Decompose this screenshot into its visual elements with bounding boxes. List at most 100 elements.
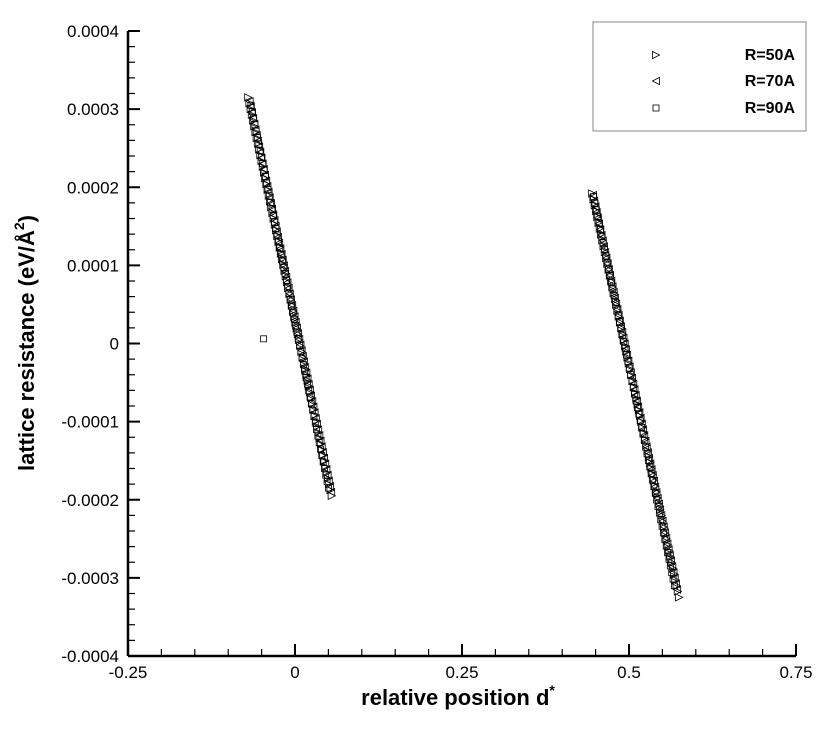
data-point-r-50a	[646, 458, 655, 468]
data-point-r-70a	[627, 373, 636, 383]
data-point-r-90a	[639, 430, 647, 438]
data-point-r-90a	[606, 272, 614, 280]
data-point-r-70a	[299, 357, 308, 366]
data-point-r-90a	[636, 417, 644, 425]
legend-label-r50: R=50A	[745, 47, 796, 64]
y-tick-label: 0.0003	[67, 100, 119, 119]
data-point-r-90a	[644, 456, 652, 464]
data-point-r-90a	[640, 437, 648, 445]
data-point-r-90a	[319, 458, 327, 466]
data-point-r-70a	[614, 310, 623, 320]
data-point-r-50a	[620, 341, 630, 350]
data-point-r-70a	[263, 187, 273, 197]
data-point-r-90a	[643, 450, 651, 458]
legend: R=50A R=70A R=90A	[592, 21, 807, 132]
data-point-r-90a	[311, 419, 319, 427]
data-point-r-70a	[636, 413, 645, 423]
data-point-r-90a	[296, 341, 303, 349]
data-point-r-70a	[285, 289, 294, 299]
x-axis-title-text: relative position d	[361, 685, 549, 710]
data-point-r-50a	[594, 218, 604, 228]
data-point-r-70a	[304, 380, 313, 389]
data-point-r-70a	[310, 408, 319, 417]
data-point-r-90a	[252, 127, 260, 135]
data-point-r-70a	[649, 476, 658, 486]
data-point-r-90a	[608, 278, 615, 286]
data-point-r-70a	[245, 97, 254, 106]
data-point-r-70a	[280, 266, 290, 276]
data-point-r-50a	[259, 168, 269, 177]
data-point-r-70a	[275, 244, 285, 253]
data-point-r-70a	[314, 431, 324, 440]
x-tick-label: 0.25	[445, 663, 478, 682]
data-point-r-90a	[631, 391, 639, 398]
data-point-r-90a	[646, 463, 654, 471]
data-point-r-50a	[249, 116, 258, 125]
data-point-r-70a	[254, 142, 264, 151]
data-point-r-90a	[657, 516, 665, 524]
data-point-r-50a	[593, 212, 602, 222]
legend-marker-r-50a	[652, 50, 661, 60]
data-point-r-90a	[602, 252, 610, 260]
data-point-r-90a	[279, 257, 286, 265]
data-point-r-90a	[597, 226, 604, 233]
data-point-r-50a	[274, 237, 283, 247]
y-tick-label: -0.0004	[61, 647, 119, 666]
data-point-r-70a	[286, 295, 295, 304]
data-point-r-70a	[317, 442, 326, 451]
data-point-r-90a	[275, 238, 282, 245]
legend-marker-r-90a	[652, 104, 660, 112]
data-point-r-50a	[673, 587, 683, 596]
y-tick-label: -0.0002	[61, 491, 119, 510]
data-point-r-90a	[306, 393, 314, 401]
data-point-r-70a	[592, 207, 601, 217]
data-point-r-90a	[625, 364, 633, 372]
data-point-r-50a	[662, 534, 672, 544]
data-point-r-90a	[671, 582, 678, 590]
data-point-r-70a	[600, 247, 610, 257]
data-point-r-70a	[291, 317, 300, 327]
data-point-r-90a	[280, 264, 288, 271]
data-point-r-90a	[286, 296, 294, 304]
data-point-r-90a	[261, 173, 269, 180]
y-tick-label: 0.0004	[67, 22, 119, 41]
data-point-r-50a	[307, 393, 316, 402]
data-point-r-90a	[323, 478, 331, 485]
data-point-r-90a	[650, 483, 658, 491]
data-point-r-70a	[604, 265, 613, 274]
data-point-r-90a	[293, 328, 301, 336]
data-point-r-90a	[277, 251, 285, 258]
data-point-r-50a	[245, 98, 254, 108]
data-point-r-70a	[650, 482, 660, 491]
data-point-r-90a	[284, 283, 292, 291]
data-point-r-90a	[664, 549, 671, 557]
data-point-r-90a	[281, 270, 289, 278]
data-point-r-90a	[282, 277, 290, 284]
data-point-r-90a	[251, 121, 259, 129]
legend-label-r90: R=90A	[745, 100, 796, 117]
data-point-r-70a	[305, 385, 314, 395]
x-tick-label: 0.75	[779, 663, 812, 682]
x-axis-title: relative position d*	[361, 682, 555, 710]
data-point-r-90a	[660, 529, 667, 537]
data-point-r-90a	[258, 153, 265, 161]
data-point-r-90a	[297, 348, 305, 356]
y-axis-title-suffix: )	[14, 215, 39, 222]
data-point-r-90a	[276, 244, 284, 252]
data-point-r-70a	[660, 528, 669, 537]
data-point-r-90a	[623, 351, 630, 359]
data-point-r-90a	[301, 367, 309, 375]
data-point-r-50a	[672, 581, 682, 590]
data-point-r-90a	[300, 361, 307, 369]
data-point-r-90a	[324, 484, 332, 492]
data-point-r-90a	[302, 374, 310, 382]
data-point-r-90a	[618, 331, 626, 339]
data-point-r-90a	[629, 384, 637, 392]
data-point-r-90a	[634, 404, 641, 412]
data-point-r-90a	[627, 371, 634, 379]
data-point-r-90a	[603, 259, 611, 266]
y-tick-label: 0	[110, 335, 119, 354]
data-point-r-90a	[263, 179, 271, 187]
data-point-r-50a	[649, 476, 659, 485]
